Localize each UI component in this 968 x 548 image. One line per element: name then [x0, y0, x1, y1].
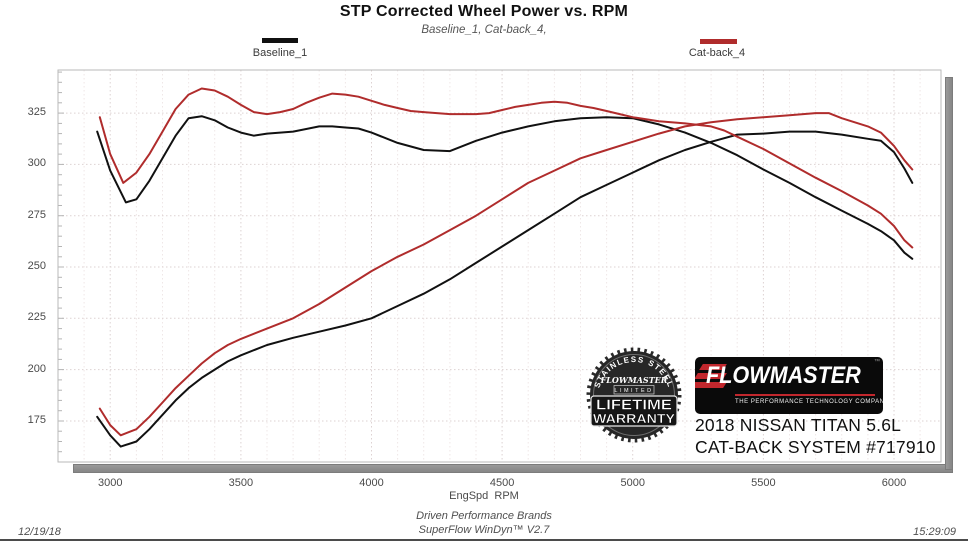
badge-lifetime-text: LIFETIME: [596, 398, 672, 414]
footer-software-line: SuperFlow WinDyn™ V2.7: [418, 524, 550, 536]
x-tick-label: 4000: [359, 477, 384, 489]
run-date: 12/19/18: [18, 526, 61, 538]
badge-warranty-text: WARRANTY: [593, 411, 675, 426]
vehicle-description-line1: 2018 NISSAN TITAN 5.6L: [695, 415, 902, 435]
x-tick-label: 5500: [751, 477, 776, 489]
curve-1: [96, 130, 914, 448]
x-axis-title: EngSpd RPM: [449, 490, 519, 502]
flowmaster-logo: FLOWMASTER THE PERFORMANCE TECHNOLOGY CO…: [695, 357, 883, 414]
badge-script-brand: FLOWMASTER: [600, 375, 668, 385]
x-tick-label: 5000: [620, 477, 645, 489]
footer-divider-line: [0, 539, 968, 541]
legend-swatch-baseline: [262, 38, 298, 43]
badge-limited-text: LIMITED: [614, 388, 653, 394]
logo-brand-text: FLOWMASTER: [706, 362, 861, 389]
legend-swatch-catback: [700, 39, 737, 44]
y-tick-label: 175: [27, 413, 46, 426]
badge-scalloped-edge: [586, 347, 682, 443]
x-tick-label: 4500: [489, 477, 515, 489]
run-time: 15:29:09: [913, 526, 956, 538]
legend-label-catback: Cat-back_4: [688, 47, 746, 59]
curve-2: [98, 87, 914, 249]
grid-layer: [58, 70, 941, 462]
curve-0: [96, 115, 914, 260]
vertical-scrollbar[interactable]: [945, 77, 953, 470]
legend-label-baseline: Baseline_1: [252, 47, 308, 59]
horizontal-scrollbar[interactable]: [73, 464, 953, 473]
logo-tagline: THE PERFORMANCE TECHNOLOGY COMPANY: [735, 399, 883, 405]
plot-border: [57, 69, 942, 463]
x-tick-label: 3000: [97, 477, 123, 489]
curve-3: [98, 112, 914, 437]
y-minor-ticks: [58, 71, 64, 453]
y-tick-label: 250: [27, 260, 46, 273]
y-tick-label: 200: [27, 362, 46, 375]
y-tick-label: 325: [27, 106, 46, 119]
x-tick-label: 3500: [228, 477, 254, 489]
vehicle-description-line2: CAT-BACK SYSTEM #717910: [695, 437, 936, 457]
y-tick-label: 225: [27, 311, 46, 324]
chart-title: STP Corrected Wheel Power vs. RPM: [339, 3, 629, 20]
badge-banner: [590, 395, 678, 427]
lifetime-warranty-badge: STAINLESS STEEL FLOWMASTER LIMITED LIFET…: [586, 347, 682, 443]
y-tick-label: 300: [27, 157, 46, 170]
chart-subtitle: Baseline_1, Cat-back_4,: [421, 24, 547, 36]
trademark-symbol: ™: [874, 359, 880, 365]
x-tick-label: 6000: [881, 477, 907, 489]
footer-company-line: Driven Performance Brands: [416, 510, 552, 522]
y-tick-label: 275: [27, 208, 46, 221]
logo-red-rule: [735, 394, 875, 396]
